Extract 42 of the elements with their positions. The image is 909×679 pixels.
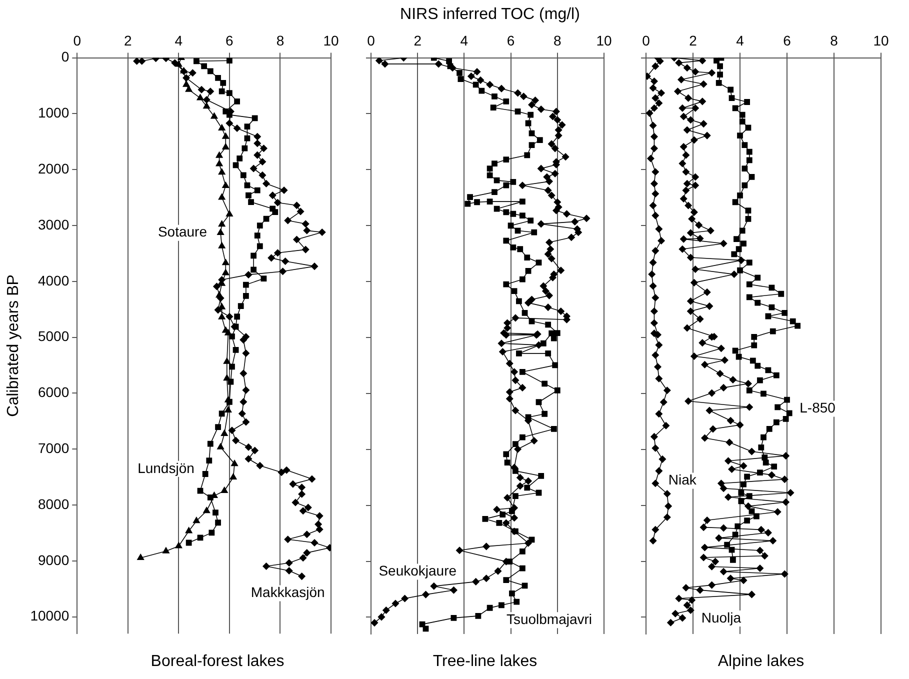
x-tick-label: 8 [830, 32, 838, 48]
x-axis-title: Alpine lakes [716, 653, 806, 671]
x-tick-label: 2 [689, 32, 698, 48]
x-tick-label: 4 [736, 32, 744, 48]
series-label: Niak [668, 472, 698, 488]
x-tick-label: 0 [367, 32, 376, 48]
chart-title: NIRS inferred TOC (mg/l) [399, 6, 581, 24]
x-tick-label: 0 [642, 32, 650, 48]
y-tick-label: 3000 [38, 216, 70, 232]
y-tick-label: 8000 [38, 496, 70, 512]
y-tick-label: 6000 [38, 384, 70, 400]
x-tick-label: 6 [226, 32, 234, 48]
y-tick-label: 9000 [38, 552, 70, 568]
x-tick-label: 10 [323, 32, 339, 48]
x-tick-label: 10 [873, 32, 889, 48]
series-label: Seukokjaure [378, 562, 457, 579]
x-tick-label: 4 [174, 32, 183, 48]
series-label: L-850 [800, 400, 836, 416]
y-tick-label: 0 [61, 48, 70, 65]
series-label: Tsuolbmajavri [506, 611, 592, 628]
x-tick-label: 6 [506, 32, 515, 48]
x-axis-title: Boreal-forest lakes [150, 653, 286, 671]
x-tick-label: 2 [124, 32, 132, 48]
x-tick-label: 2 [414, 32, 422, 48]
x-tick-label: 0 [73, 32, 82, 48]
series-label: Sotaure [158, 224, 208, 240]
series-label: Makkkasjön [250, 584, 325, 600]
y-tick-label: 4000 [38, 272, 70, 288]
x-axis-title: Tree-line lakes [432, 653, 538, 671]
x-tick-label: 4 [460, 32, 468, 48]
x-tick-label: 10 [596, 32, 612, 48]
y-tick-label: 2000 [38, 160, 70, 176]
series-label: Nuolja [701, 609, 742, 626]
y-tick-label: 10000 [30, 608, 70, 624]
y-tick-label: 1000 [38, 104, 70, 121]
x-tick-label: 6 [783, 32, 792, 48]
x-tick-label: 8 [554, 32, 562, 48]
y-axis-title: Calibrated years BP [5, 274, 22, 417]
series-label: Lundsjön [138, 460, 194, 476]
x-tick-label: 8 [276, 32, 284, 48]
y-tick-label: 7000 [38, 440, 70, 456]
y-tick-label: 5000 [38, 328, 70, 344]
